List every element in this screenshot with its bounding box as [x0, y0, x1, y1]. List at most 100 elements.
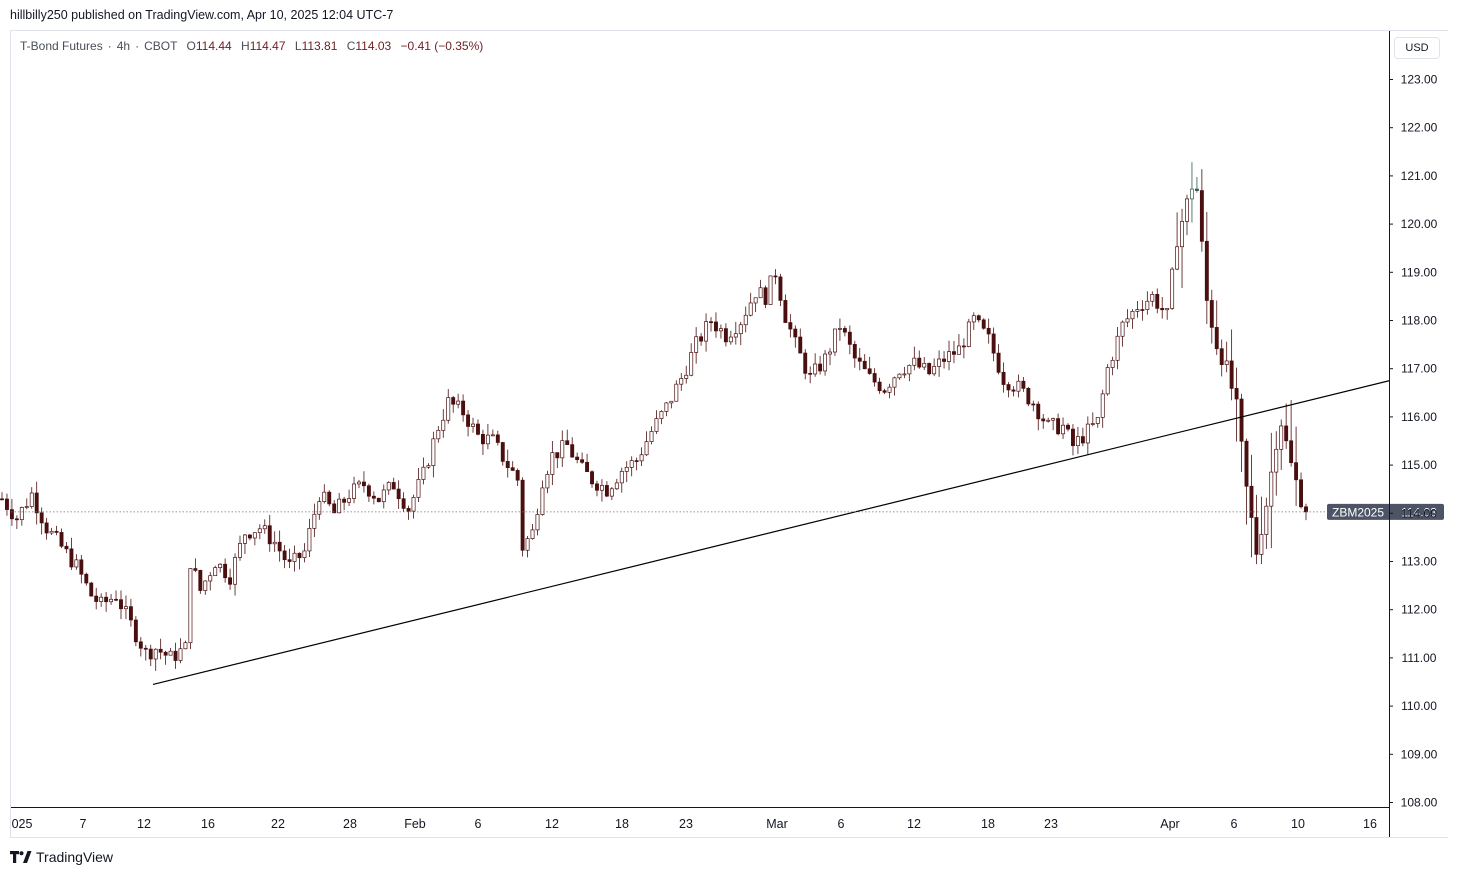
- candle: [1199, 169, 1204, 252]
- candle: [218, 563, 223, 573]
- candle: [89, 581, 94, 597]
- candle-body: [342, 498, 347, 503]
- candle-body: [1165, 308, 1170, 311]
- price-tick-label: 115.00: [1401, 458, 1437, 472]
- candle: [808, 366, 813, 384]
- candle: [659, 410, 664, 425]
- candle: [1274, 431, 1279, 496]
- candle: [718, 324, 723, 339]
- candle: [337, 492, 342, 514]
- candle: [133, 616, 138, 647]
- candle: [1165, 307, 1170, 320]
- candle: [34, 481, 39, 525]
- candle-body: [128, 606, 133, 621]
- price-axis[interactable]: 123.00 122.00 121.00 120.00 119.00 118.00 117.…: [1389, 31, 1438, 837]
- candle-body: [907, 364, 912, 375]
- candle: [143, 645, 148, 661]
- candle-body: [84, 573, 89, 584]
- candle-body: [436, 429, 441, 440]
- candle-body: [1299, 479, 1303, 508]
- candle-body: [763, 287, 768, 305]
- candle-body: [590, 471, 594, 485]
- time-axis[interactable]: 025 7 12 16 22 28 Feb 6 12 18 23 Mar 6 12 18 23 Apr 6 10 16: [11, 807, 1390, 832]
- candle-body: [1036, 403, 1041, 420]
- candle: [1080, 427, 1085, 447]
- candle-body: [649, 431, 654, 443]
- candle-body: [282, 550, 287, 561]
- candle-body: [352, 483, 356, 499]
- candle-body: [917, 357, 922, 368]
- candle-body: [550, 452, 555, 475]
- candle-body: [1180, 221, 1184, 248]
- candle: [932, 358, 937, 377]
- candle-body: [357, 481, 361, 485]
- candle: [624, 461, 629, 483]
- candle: [1150, 291, 1155, 307]
- legend-low-label: L: [294, 39, 302, 53]
- candle-body: [1294, 462, 1299, 481]
- candle: [892, 376, 897, 396]
- price-tick-label: 113.00: [1401, 555, 1437, 569]
- candle-body: [991, 333, 996, 354]
- time-tick-label: 12: [907, 817, 921, 831]
- candle: [485, 423, 490, 450]
- candle: [1110, 356, 1115, 376]
- candle-body: [64, 545, 69, 550]
- candle: [104, 591, 109, 612]
- candle: [9, 498, 14, 526]
- candle: [609, 487, 614, 501]
- candle: [783, 294, 788, 323]
- candle-body: [753, 297, 758, 304]
- candle-body: [54, 530, 59, 533]
- candle-body: [44, 522, 49, 534]
- candle: [986, 318, 991, 344]
- tradingview-brand[interactable]: TradingView: [10, 849, 113, 865]
- candle: [614, 478, 619, 491]
- candle-body: [1031, 403, 1036, 406]
- candle-body: [674, 383, 679, 402]
- candle: [1160, 296, 1165, 319]
- candle: [332, 500, 337, 514]
- candle: [461, 394, 466, 422]
- candle: [1194, 176, 1199, 193]
- candle-body: [1219, 348, 1224, 365]
- candle-body: [604, 485, 609, 497]
- candle-body: [694, 336, 699, 353]
- trendline[interactable]: [152, 380, 1390, 685]
- candle-body: [937, 358, 942, 367]
- price-tick-label: 110.00: [1401, 699, 1437, 713]
- candle: [1105, 364, 1110, 396]
- candle: [153, 648, 158, 671]
- candle-body: [104, 596, 109, 603]
- price-tick-label: 121.00: [1401, 169, 1438, 183]
- candle-body: [1194, 188, 1199, 191]
- candle-body: [709, 321, 713, 324]
- candle: [942, 351, 947, 369]
- candle-body: [119, 599, 123, 610]
- candle: [1016, 374, 1021, 398]
- candle: [981, 318, 986, 330]
- candle-body: [580, 459, 585, 463]
- candle: [466, 410, 471, 437]
- candle: [401, 492, 406, 512]
- candle-body: [317, 501, 322, 515]
- currency-button[interactable]: USD: [1394, 37, 1440, 59]
- candle-body: [193, 568, 198, 571]
- candle: [1299, 472, 1303, 509]
- candle-body: [1204, 240, 1209, 301]
- price-tick-label: 108.00: [1401, 796, 1438, 810]
- candle-body: [163, 651, 168, 656]
- candle-body: [738, 324, 743, 335]
- candle-body: [1046, 419, 1051, 422]
- candle-body: [347, 498, 352, 503]
- candle-body: [1289, 440, 1294, 464]
- candle: [193, 558, 198, 573]
- legend-change-value: −0.41 (−0.35%): [400, 39, 484, 53]
- time-tick-label: Feb: [404, 817, 426, 831]
- candle-body: [619, 471, 624, 484]
- candle-body: [897, 373, 902, 379]
- candle-body: [361, 481, 366, 487]
- candle-body: [882, 390, 887, 393]
- candle: [99, 593, 104, 607]
